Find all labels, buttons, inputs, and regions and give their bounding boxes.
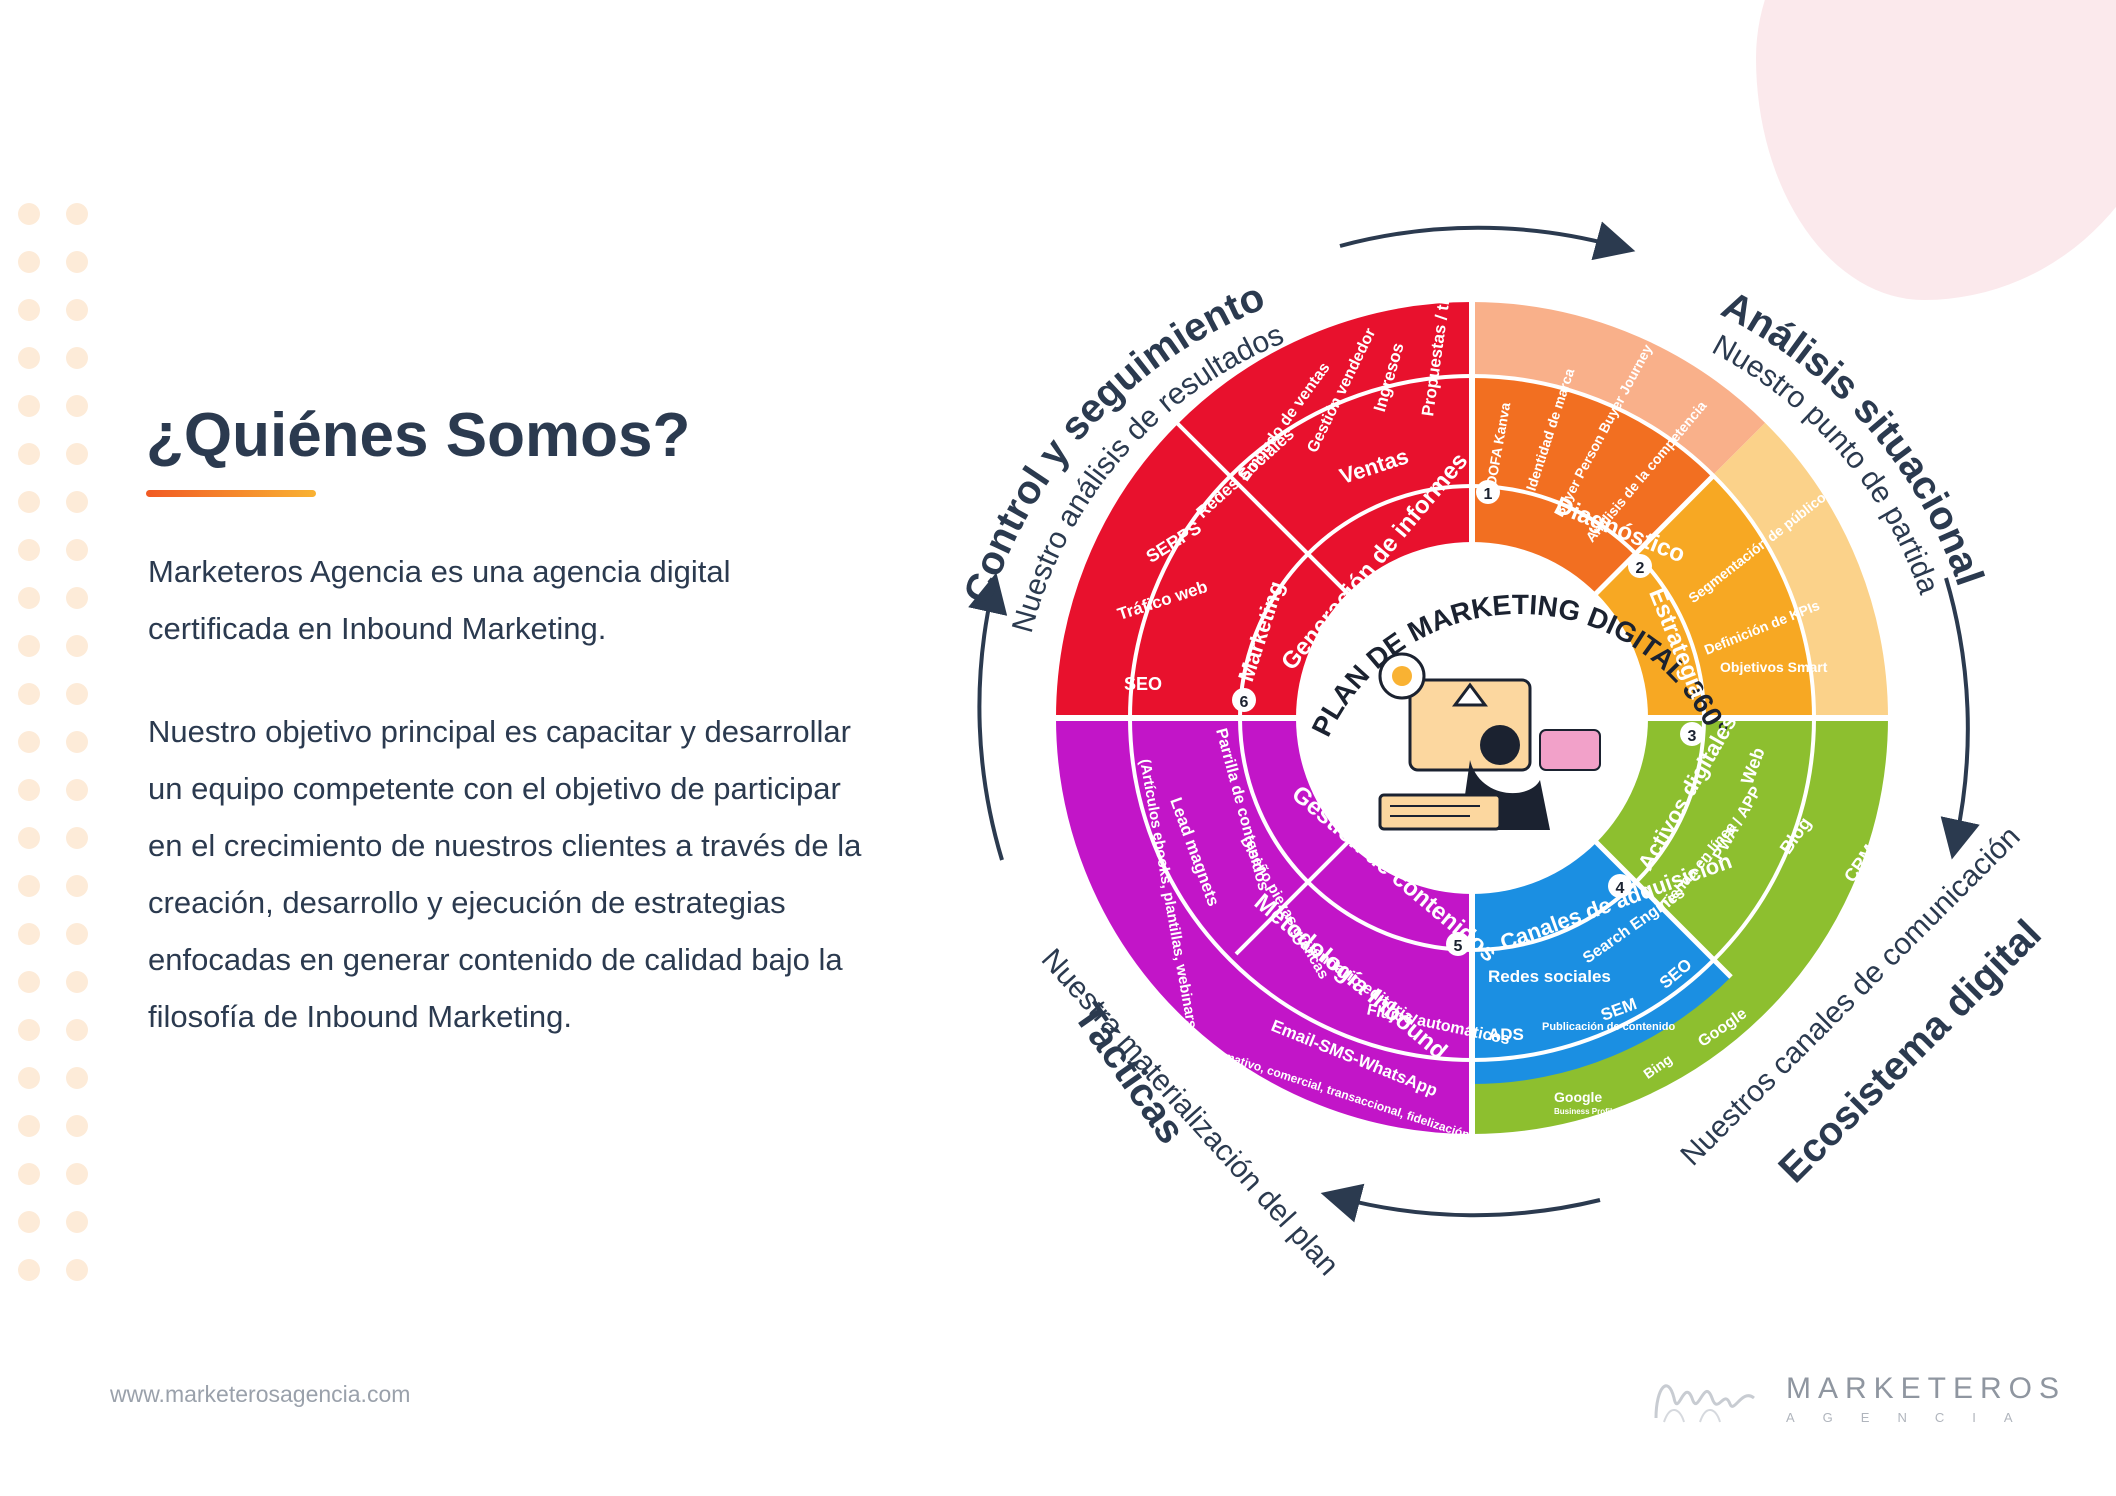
brand-logo: MARKETEROS AGENCIA [1650, 1368, 2059, 1428]
item-ads: ADS [1488, 1025, 1524, 1044]
brand-subtitle: AGENCIA [1786, 1410, 2041, 1425]
item-redes: Redes sociales [1488, 967, 1611, 986]
cycle-arrow-left [968, 572, 1008, 861]
marketing-illustration [1378, 652, 1601, 831]
svg-text:2: 2 [1636, 560, 1645, 577]
marketing-wheel-diagram: PLAN DE MARKETING DIGITAL 360° Análisis … [956, 221, 2050, 1276]
cycle-arrow-right [1940, 577, 1980, 860]
svg-text:5: 5 [1454, 938, 1463, 955]
analisis-outer-segment-2 [1712, 422, 1890, 718]
item-google-business-sub: Business Profile [1554, 1107, 1617, 1116]
cycle-arrow-bottom [1320, 1183, 1601, 1223]
item-objetivos: Objetivos Smart [1720, 659, 1828, 675]
brand-name: MARKETEROS [1786, 1372, 2067, 1405]
objective-paragraph: Nuestro objetivo principal es capacitar … [148, 714, 862, 1034]
intro-paragraph: Marketeros Agencia es una agencia digita… [148, 554, 731, 646]
title-underline [146, 490, 316, 497]
svg-text:4: 4 [1616, 880, 1625, 897]
analisis-outer-segment [1472, 300, 1766, 476]
item-seo-marketing: SEO [1124, 674, 1162, 694]
stage-number-1: 1 [1476, 480, 1500, 504]
svg-text:3: 3 [1688, 728, 1697, 745]
stage-number-4: 4 [1608, 874, 1632, 898]
cycle-arrow-top [1339, 221, 1636, 261]
svg-text:6: 6 [1240, 694, 1249, 711]
stage-number-2: 2 [1628, 554, 1652, 578]
website-url[interactable]: www.marketerosagencia.com [110, 1381, 411, 1407]
item-publicacion: Publicación de contenido [1542, 1021, 1676, 1033]
brand-mark-icon [1654, 1384, 1755, 1423]
item-google-business: Google [1554, 1089, 1602, 1105]
stage-number-6: 6 [1232, 688, 1256, 712]
svg-text:1: 1 [1484, 486, 1493, 503]
stage-number-5: 5 [1446, 932, 1470, 956]
stage-number-3: 3 [1680, 722, 1704, 746]
page-title: ¿Quiénes Somos? [146, 401, 691, 470]
